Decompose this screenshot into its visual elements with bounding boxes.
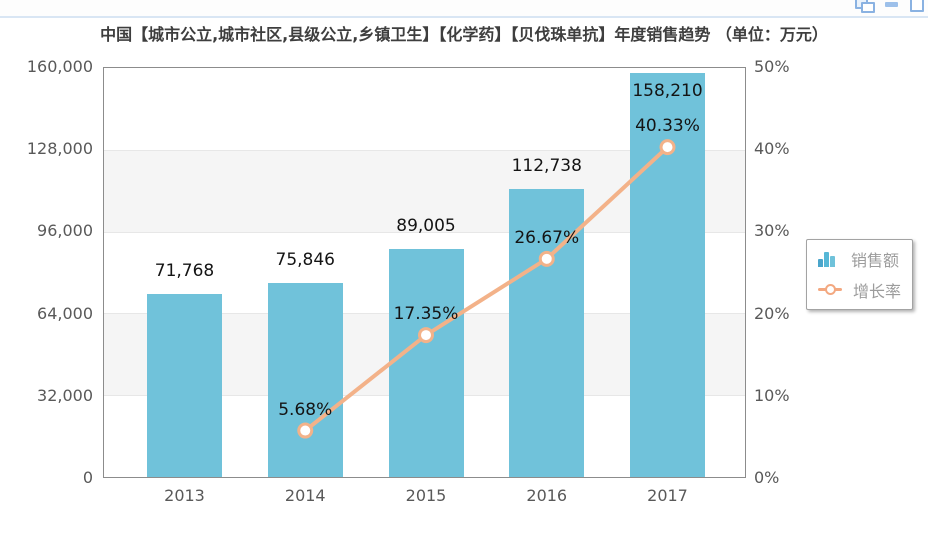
legend: 销售额 增长率 <box>806 239 914 310</box>
y-axis-tick-label: 160,000 <box>26 57 93 76</box>
growth-marker-2015[interactable] <box>418 327 434 344</box>
chart-title: 中国【城市公立,城市社区,县级公立,乡镇卫生】【化学药】【贝伐珠单抗】年度销售趋… <box>100 25 828 44</box>
bar-value-label: 158,210 <box>632 80 703 101</box>
bar-value-label: 112,738 <box>511 155 582 176</box>
right-axis-tick-label: 0% <box>754 468 780 487</box>
growth-value-label: 26.67% <box>514 227 580 248</box>
y-axis-tick-label: 32,000 <box>37 385 93 405</box>
bar-2014[interactable] <box>267 283 343 477</box>
growth-value-label: 5.68% <box>278 399 333 420</box>
y-axis-tick-label: 128,000 <box>26 139 93 159</box>
x-axis-label: 2013 <box>164 486 205 505</box>
bar-value-label: 71,768 <box>154 260 215 281</box>
bar-value-label: 75,846 <box>275 250 335 271</box>
legend-item-growth[interactable]: 增长率 <box>818 278 901 302</box>
growth-line[interactable] <box>304 145 669 433</box>
legend-item-sales[interactable]: 销售额 <box>818 247 901 271</box>
gridline <box>104 149 745 151</box>
legend-label-sales: 销售额 <box>851 251 900 270</box>
cascade-windows-icon[interactable] <box>855 0 875 13</box>
y-axis-tick-label: 64,000 <box>37 303 93 323</box>
growth-marker-2014[interactable] <box>297 422 314 439</box>
legend-label-growth: 增长率 <box>853 282 902 301</box>
minimize-icon[interactable] <box>885 2 898 7</box>
maximize-icon[interactable] <box>910 0 924 12</box>
x-axis-label: 2015 <box>405 486 447 505</box>
window-toolbar <box>0 0 928 18</box>
growth-marker-2016[interactable] <box>538 250 555 267</box>
growth-value-label: 40.33% <box>635 116 700 137</box>
plot-area <box>103 67 746 478</box>
cascade-front-rect <box>861 2 875 13</box>
growth-marker-2017[interactable] <box>659 139 676 156</box>
bar-series-icon <box>818 251 840 267</box>
right-axis-tick-label: 50% <box>754 57 790 76</box>
line-series-icon <box>818 284 842 296</box>
bar-2013[interactable] <box>147 293 222 477</box>
window-controls <box>855 0 924 13</box>
bar-value-label: 89,005 <box>396 216 456 237</box>
right-axis-tick-label: 40% <box>754 139 790 159</box>
y-axis-tick-label: 0 <box>82 468 93 487</box>
right-axis-tick-label: 20% <box>754 303 790 323</box>
gridline <box>104 231 745 233</box>
right-axis-tick-label: 10% <box>754 385 790 405</box>
x-axis-label: 2017 <box>647 486 688 505</box>
right-axis-tick-label: 30% <box>754 221 790 241</box>
x-axis-label: 2014 <box>284 486 326 505</box>
x-axis-label: 2016 <box>526 486 568 505</box>
growth-value-label: 17.35% <box>393 304 459 325</box>
y-axis-tick-label: 96,000 <box>37 221 93 241</box>
bar-2015[interactable] <box>388 249 464 477</box>
